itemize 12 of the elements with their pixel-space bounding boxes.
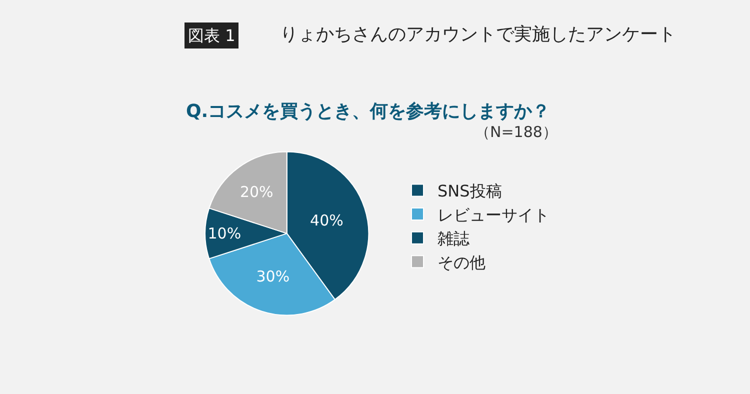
chart-subtitle: Q.コスメを買うとき、何を参考にしますか？ [186, 101, 550, 122]
data-label: 40% [310, 211, 344, 230]
data-label: 30% [256, 267, 290, 286]
chart-title: りょかちさんのアカウントで実施したアンケート [280, 24, 676, 45]
text: 図表 1 [188, 26, 236, 45]
legend-label: SNS投稿 [438, 182, 502, 200]
legend-label: 雑誌 [438, 229, 470, 248]
text: （N=188） [475, 123, 558, 141]
data-label: 10% [208, 224, 242, 242]
legend-label: その他 [438, 252, 486, 272]
legend-label: レビューサイト [438, 205, 550, 224]
data-label: 20% [240, 182, 274, 201]
